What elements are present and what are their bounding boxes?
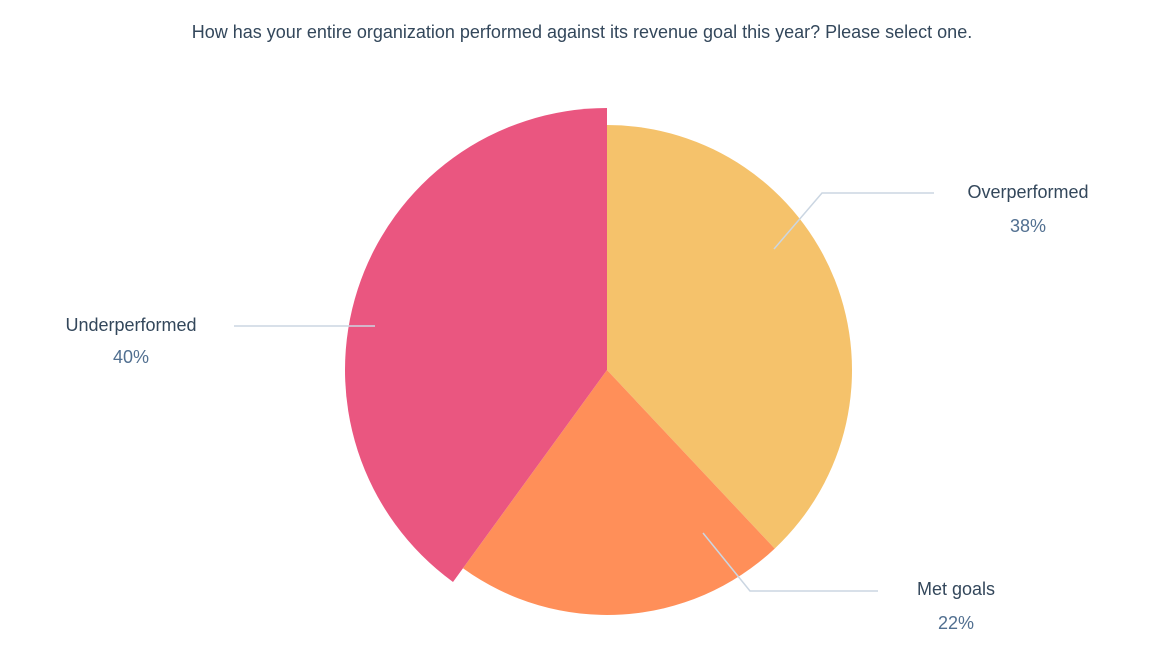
slice-label-overperformed: Overperformed xyxy=(967,182,1089,202)
slice-label-met-goals: Met goals xyxy=(916,579,996,599)
pie-slice-underperformed xyxy=(345,108,607,582)
slice-value-overperformed: 38% xyxy=(1009,216,1047,236)
pie-slices xyxy=(345,108,852,615)
slice-label-underperformed: Underperformed xyxy=(65,315,197,335)
leader-line-overperformed xyxy=(773,192,934,250)
leader-lines xyxy=(234,192,934,592)
slice-value-underperformed: 40% xyxy=(112,347,150,367)
pie-slice-overperformed xyxy=(607,125,852,549)
pie-slice-met-goals xyxy=(462,370,775,615)
leader-line-met-goals xyxy=(702,532,878,592)
chart-title: How has your entire organization perform… xyxy=(191,22,973,42)
slice-value-met-goals: 22% xyxy=(937,613,975,633)
